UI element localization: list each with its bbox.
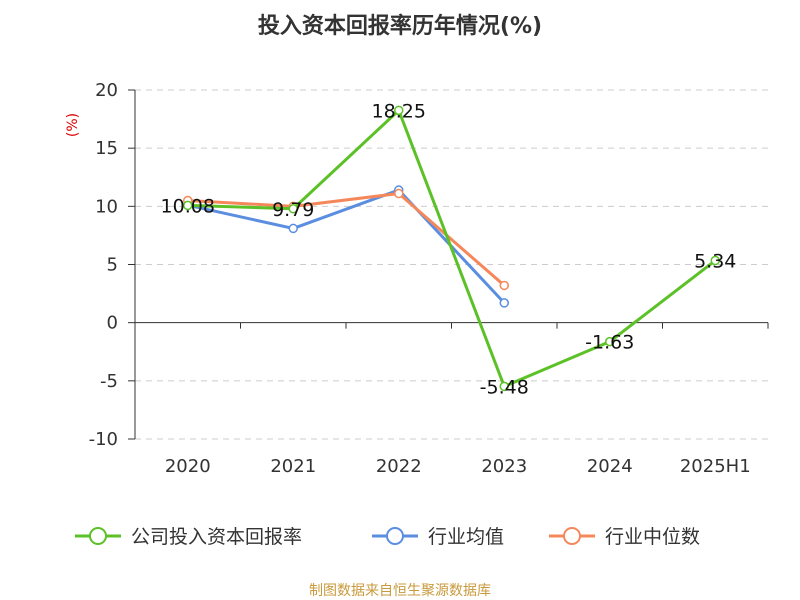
data-label: -5.48 — [480, 376, 529, 398]
legend-label: 行业中位数 — [605, 526, 700, 548]
legend-label: 公司投入资本回报率 — [131, 526, 302, 548]
x-tick-label: 2024 — [587, 456, 633, 477]
data-label: -1.63 — [585, 332, 634, 354]
legend[interactable]: 公司投入资本回报率 行业均值 行业中位数 — [75, 526, 700, 548]
x-tick-label: 2025H1 — [680, 456, 751, 477]
y-tick-label: -10 — [89, 429, 118, 450]
data-label: 9.79 — [272, 199, 314, 221]
x-tick-label: 2022 — [376, 456, 422, 477]
data-point[interactable] — [394, 105, 404, 116]
x-tick-label: 2020 — [165, 456, 211, 477]
data-point[interactable] — [183, 200, 193, 211]
legend-item[interactable]: 行业均值 — [372, 526, 504, 548]
data-point[interactable] — [499, 381, 509, 392]
x-tick-label: 2021 — [270, 456, 316, 477]
legend-item[interactable]: 行业中位数 — [549, 526, 700, 548]
data-point[interactable] — [394, 188, 404, 199]
series-group — [183, 105, 720, 392]
data-point[interactable] — [710, 255, 720, 266]
y-axis-unit: (%) — [65, 113, 81, 137]
data-point[interactable] — [288, 204, 298, 214]
legend-marker — [386, 527, 404, 545]
y-tick-label: 10 — [95, 196, 118, 217]
series-2 — [183, 188, 509, 291]
legend-item[interactable]: 公司投入资本回报率 — [75, 526, 302, 548]
legend-label: 行业均值 — [428, 526, 504, 548]
y-tick-label: 5 — [107, 255, 118, 276]
legend-marker — [89, 527, 107, 545]
data-labels: 10.08 9.79 18.25 -5.48 -1.63 5.34 — [161, 100, 737, 398]
y-tick-label: 0 — [107, 313, 118, 334]
chart-title: 投入资本回报率历年情况(%) — [258, 13, 542, 39]
gridlines — [135, 89, 768, 440]
y-tick-label: 20 — [95, 80, 118, 101]
x-tick-label: 2023 — [481, 456, 527, 477]
series-line — [187, 108, 717, 388]
data-label: 5.34 — [694, 251, 736, 273]
data-point[interactable] — [288, 223, 298, 234]
series-0 — [183, 105, 720, 392]
series-line — [187, 192, 506, 287]
legend-marker — [563, 527, 581, 545]
data-point[interactable] — [605, 336, 615, 347]
data-point[interactable] — [499, 298, 509, 308]
data-label: 18.25 — [372, 100, 426, 122]
data-point[interactable] — [499, 280, 509, 291]
y-tick-label: 15 — [95, 138, 118, 159]
source-note: 制图数据来自恒生聚源数据库 — [309, 583, 491, 599]
y-tick-label: -5 — [100, 371, 118, 392]
data-label: 10.08 — [161, 195, 215, 217]
